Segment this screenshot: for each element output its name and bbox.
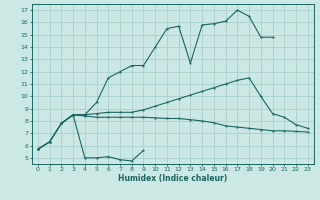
- X-axis label: Humidex (Indice chaleur): Humidex (Indice chaleur): [118, 174, 228, 183]
